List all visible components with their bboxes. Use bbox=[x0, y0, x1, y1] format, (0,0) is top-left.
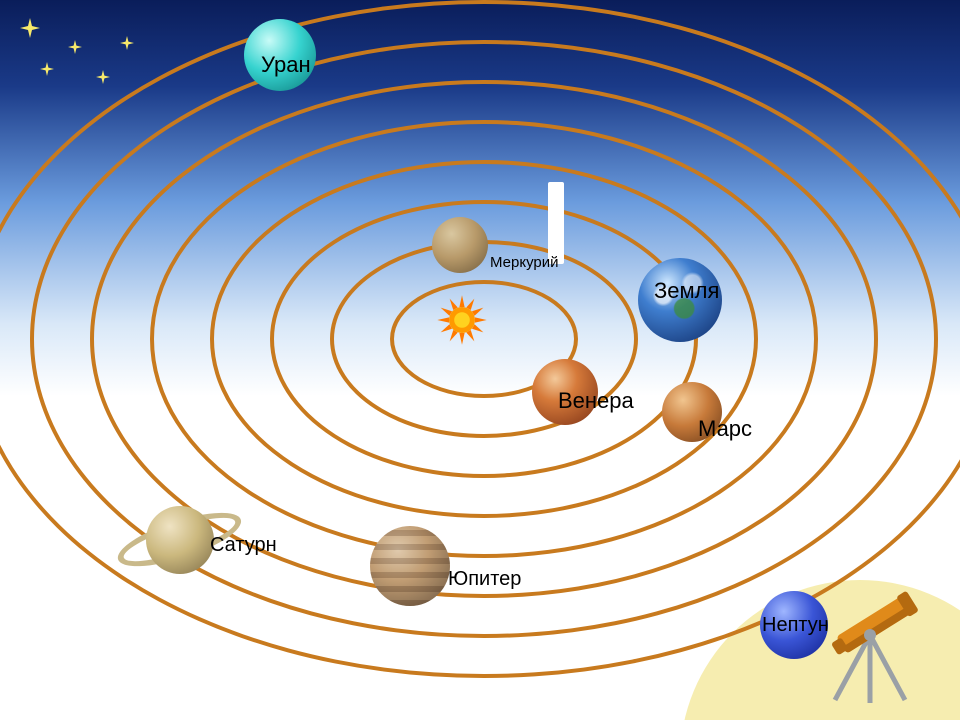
telescope-icon bbox=[815, 575, 925, 705]
star-icon bbox=[68, 40, 82, 54]
planet-label-saturn: Сатурн bbox=[210, 534, 277, 557]
planet-saturn bbox=[146, 506, 214, 574]
planet-label-jupiter: Юпитер bbox=[448, 568, 521, 591]
comet-streak bbox=[548, 182, 564, 264]
star-icon bbox=[96, 70, 110, 84]
planet-label-earth: Земля bbox=[654, 278, 719, 304]
jupiter-bands bbox=[370, 526, 450, 606]
planet-label-uranus: Уран bbox=[261, 52, 311, 78]
star-icon bbox=[120, 36, 134, 50]
star-icon bbox=[20, 18, 40, 38]
planet-mercury bbox=[432, 217, 488, 273]
planet-label-venus: Венера bbox=[558, 388, 634, 414]
solar-system-diagram: МеркурийВенераЗемляМарсЮпитерСатурнУранН… bbox=[0, 0, 960, 720]
planet-label-mercury: Меркурий bbox=[490, 254, 559, 271]
sun bbox=[436, 294, 488, 346]
planet-label-mars: Марс bbox=[698, 416, 752, 442]
star-icon bbox=[40, 62, 54, 76]
